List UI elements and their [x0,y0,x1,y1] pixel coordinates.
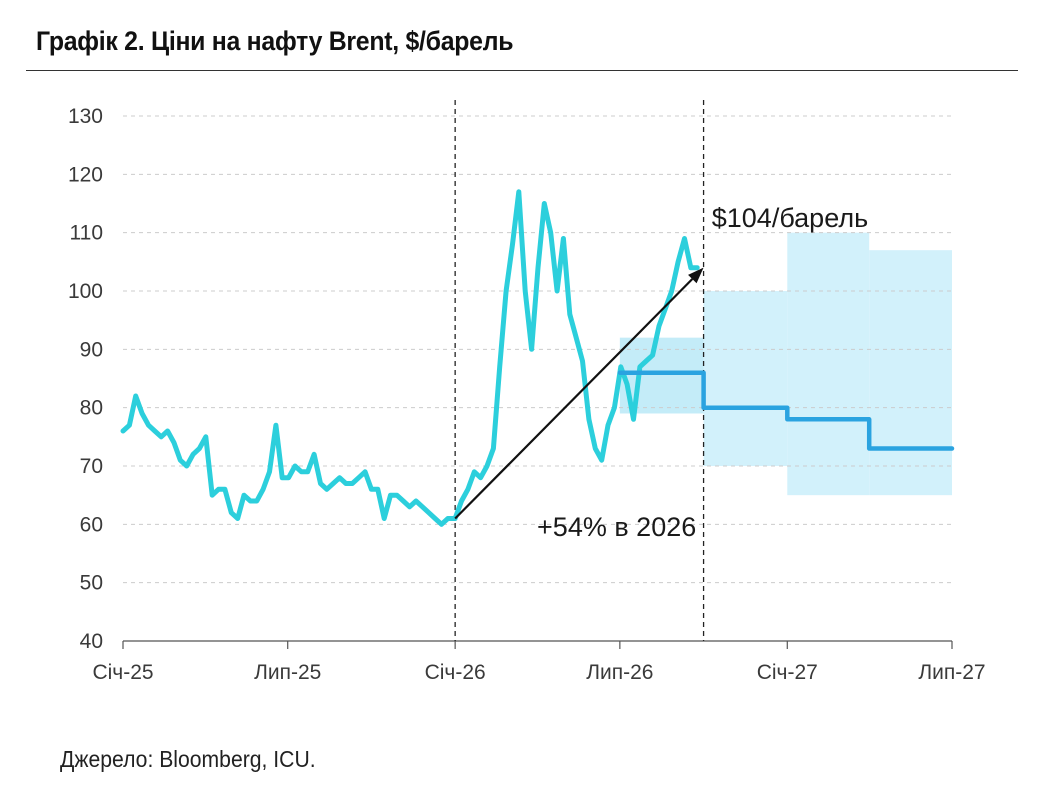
series-lines [120,189,955,527]
grid-lines [123,115,952,584]
y-tick-label: 110 [70,222,103,245]
forecast-band-3 [869,250,952,496]
x-tick-label: Лип-27 [918,661,985,684]
price-annotation: $104/барель [712,203,868,233]
source-note: Джерело: Bloomberg, ICU. [60,746,316,772]
growth-arrow-head [688,267,704,284]
chart-title: Графік 2. Ціни на нафту Brent, $/барель [36,26,514,56]
title-divider [26,70,1018,71]
annotations: $104/барель +54% в 2026 [537,203,868,542]
x-tick-label: Січ-26 [425,661,486,684]
forecast-price-line [617,370,955,451]
x-tick-label: Січ-27 [757,661,818,684]
y-tick-label: 50 [80,572,103,595]
axes: 40 50 60 70 80 90 100 110 120 130 Січ-25 Лип-25 Січ-… [68,105,986,684]
y-tick-label: 90 [80,338,103,361]
growth-arrow [454,278,694,520]
forecast-band-1 [703,291,788,466]
growth-annotation: +54% в 2026 [537,512,696,542]
y-tick-label: 120 [68,163,103,186]
growth-arrow-group [454,267,704,520]
y-tick-label: 130 [68,105,103,128]
y-tick-label: 80 [80,397,103,420]
y-tick-label: 100 [68,280,103,303]
x-tick-label: Лип-26 [586,661,653,684]
y-tick-label: 40 [80,630,103,653]
forecast-bands [619,232,952,496]
x-tick-label: Січ-25 [92,661,153,684]
y-tick-label: 70 [80,455,103,478]
x-tick-label: Лип-25 [254,661,321,684]
actual-price-line [120,189,700,527]
forecast-band-2 [787,232,870,496]
y-tick-label: 60 [80,513,103,536]
